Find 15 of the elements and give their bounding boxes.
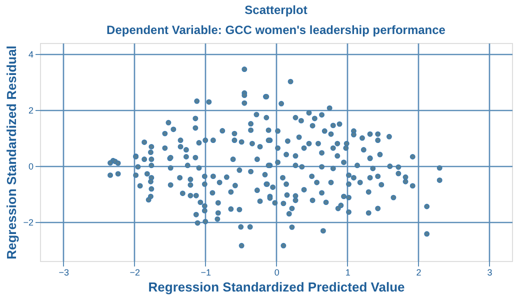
- chart-title: Scatterplot: [244, 3, 308, 17]
- chart-subtitle: Dependent Variable: GCC women's leadership performance: [106, 23, 446, 37]
- y-tick-label: 2: [28, 106, 34, 116]
- x-tick-label: 0: [274, 268, 280, 278]
- y-tick-label: 0: [28, 161, 34, 172]
- x-tick-label: −2: [130, 268, 140, 278]
- y-tick-label: −2: [23, 217, 34, 228]
- x-tick-label: 2: [416, 268, 422, 278]
- y-tick-label: 4: [28, 50, 34, 60]
- x-tick-label: 1: [345, 268, 350, 278]
- y-axis-title: Regression Standardized Residual: [4, 46, 20, 260]
- x-tick-label: −1: [200, 268, 212, 278]
- x-axis-title: Regression Standardized Predicted Value: [148, 280, 405, 294]
- x-tick-label: 3: [487, 268, 492, 278]
- x-tick-label: −3: [58, 268, 70, 278]
